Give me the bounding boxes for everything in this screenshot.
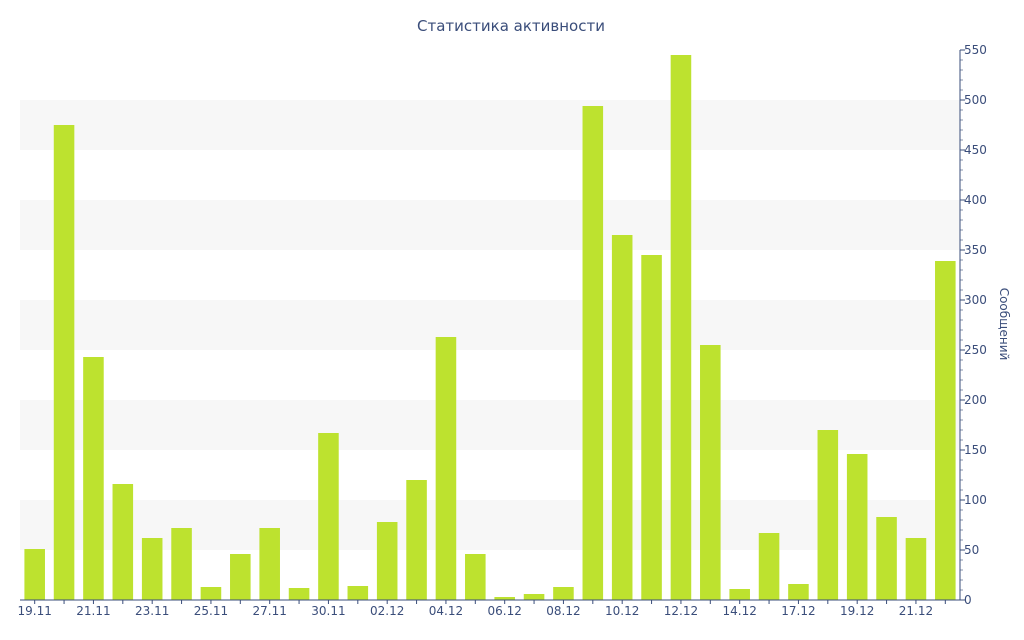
y-tick-label: 350 bbox=[964, 243, 987, 257]
x-tick-label: 10.12 bbox=[605, 604, 639, 618]
bar bbox=[817, 430, 839, 600]
x-tick-label: 19.12 bbox=[840, 604, 874, 618]
x-tick-label: 21.11 bbox=[76, 604, 110, 618]
bar bbox=[112, 484, 134, 600]
x-tick-label: 19.11 bbox=[18, 604, 52, 618]
y-tick-label: 200 bbox=[964, 393, 987, 407]
y-tick-label: 300 bbox=[964, 293, 987, 307]
y-tick-label: 250 bbox=[964, 343, 987, 357]
grid-band bbox=[20, 100, 960, 150]
y-tick-label: 450 bbox=[964, 143, 987, 157]
bar bbox=[553, 587, 574, 600]
x-tick-label: 02.12 bbox=[370, 604, 404, 618]
bar bbox=[611, 235, 633, 600]
bar bbox=[259, 528, 280, 600]
grid-band bbox=[20, 200, 960, 250]
bar bbox=[406, 480, 427, 600]
y-tick-label: 50 bbox=[964, 543, 979, 557]
bar bbox=[230, 554, 251, 600]
bar bbox=[200, 587, 222, 600]
x-tick-label: 08.12 bbox=[546, 604, 580, 618]
bar bbox=[935, 261, 956, 600]
grid-band bbox=[20, 300, 960, 350]
bar bbox=[641, 255, 662, 600]
bar bbox=[141, 538, 163, 600]
bar bbox=[318, 433, 339, 600]
bar-series bbox=[24, 55, 956, 600]
y-axis-label: Сообщений bbox=[997, 288, 1011, 361]
chart-title: Статистика активности bbox=[417, 17, 605, 35]
x-tick-label: 25.11 bbox=[194, 604, 228, 618]
x-tick-label: 30.11 bbox=[311, 604, 345, 618]
x-tick-label: 04.12 bbox=[429, 604, 463, 618]
bar bbox=[376, 522, 398, 600]
bar bbox=[465, 554, 486, 600]
y-tick-label: 550 bbox=[964, 43, 987, 57]
x-tick-label: 17.12 bbox=[781, 604, 815, 618]
bar bbox=[53, 125, 75, 600]
bar bbox=[171, 528, 192, 600]
grid-bands bbox=[20, 100, 960, 550]
bar bbox=[700, 345, 721, 600]
bar bbox=[523, 594, 545, 600]
bar bbox=[24, 549, 45, 600]
x-tick-label: 12.12 bbox=[664, 604, 698, 618]
bar bbox=[758, 533, 780, 600]
bar bbox=[435, 337, 457, 600]
x-tick-label: 21.12 bbox=[899, 604, 933, 618]
x-tick-label: 14.12 bbox=[723, 604, 757, 618]
y-tick-label: 400 bbox=[964, 193, 987, 207]
bar bbox=[905, 538, 927, 600]
y-tick-label: 0 bbox=[964, 593, 972, 607]
y-axis: 0 50 100 150 200 250 300 350 400 450 500 550 bbox=[959, 43, 987, 607]
y-tick-label: 150 bbox=[964, 443, 987, 457]
y-tick-label: 100 bbox=[964, 493, 987, 507]
bar bbox=[83, 357, 104, 600]
x-tick-label: 06.12 bbox=[488, 604, 522, 618]
x-axis: 19.11 21.11 23.11 25.11 27.11 30.11 02.12 04.12… bbox=[18, 599, 960, 618]
x-tick-label: 27.11 bbox=[253, 604, 287, 618]
bar bbox=[729, 589, 750, 600]
bar bbox=[670, 55, 692, 600]
bar bbox=[288, 588, 310, 600]
bar bbox=[582, 106, 604, 600]
y-tick-label: 500 bbox=[964, 93, 987, 107]
bar bbox=[494, 597, 515, 600]
bar bbox=[347, 586, 369, 600]
grid-band bbox=[20, 400, 960, 450]
bar bbox=[876, 517, 897, 600]
x-tick-label: 23.11 bbox=[135, 604, 169, 618]
bar bbox=[788, 584, 809, 600]
bar bbox=[846, 454, 868, 600]
